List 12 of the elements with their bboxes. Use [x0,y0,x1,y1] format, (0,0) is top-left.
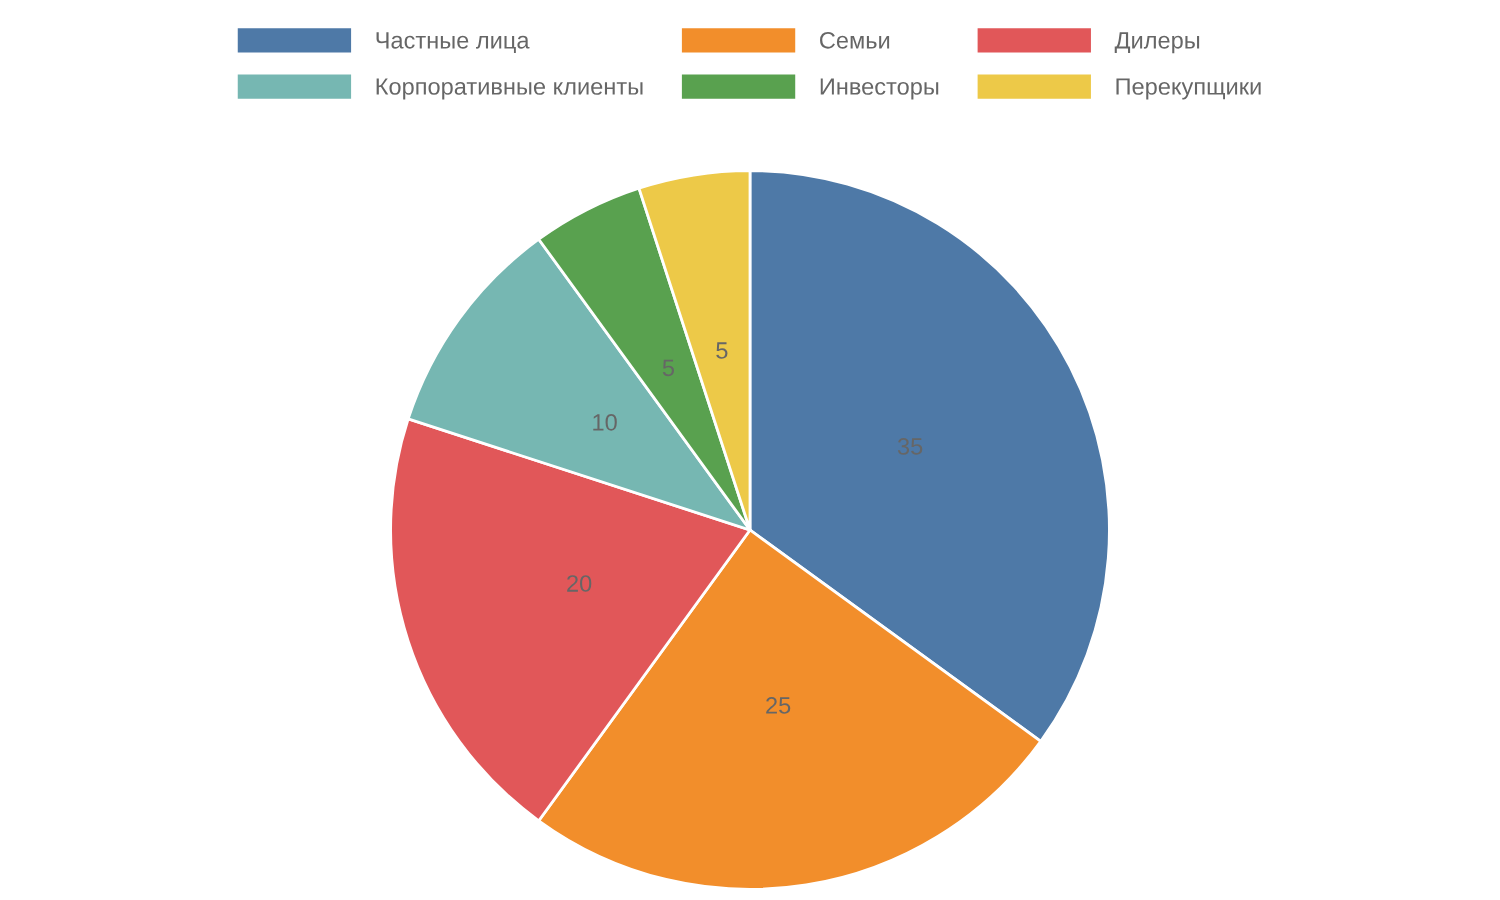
data-label: 5 [662,359,674,377]
legend-label: Перекупщики [1116,78,1261,100]
data-label: 5 [716,342,728,359]
legend-label: Семьи [820,31,890,49]
legend-label: Корпоративные клиенты [376,78,643,100]
data-label: 20 [567,575,592,592]
data-label: 10 [593,413,617,431]
data-label: 35 [897,438,923,455]
legend-label: Инвесторы [820,78,939,100]
legend-label: Дилеры [1114,32,1200,54]
data-label: 25 [766,697,791,714]
legend-label: Частные лица [376,32,530,54]
